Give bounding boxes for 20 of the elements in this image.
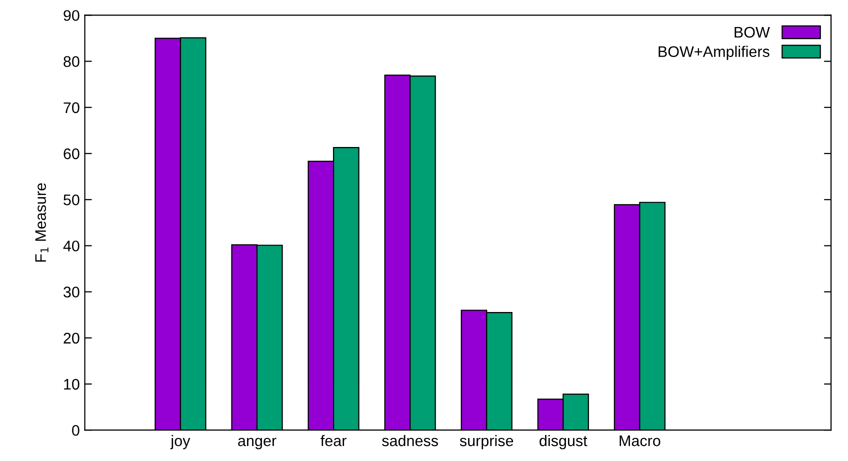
x-tick-label: surprise [460,434,514,450]
y-tick-label: 80 [64,56,80,67]
y-tick-label: 10 [64,378,80,390]
y-tick-label: 70 [64,102,80,114]
y-tick-label: 20 [64,332,80,344]
x-tick-label: sadness [382,434,438,446]
y-tick-label: 0 [72,424,80,436]
y-axis-title: F$_{1}$ Measure [35,183,48,262]
x-tick-label: fear [320,434,346,446]
x-tick-label: anger [238,438,276,450]
x-tick-label: joy [170,434,190,450]
y-tick-label: 90 [64,10,80,21]
legend-label: BOW [734,26,770,38]
y-tick-label: 60 [64,148,80,160]
legend-label: BOW+Amplifiers [658,46,770,60]
x-tick-label: disgust [540,434,588,450]
y-tick-label: 50 [64,194,80,206]
x-tick-label: Macro [620,436,660,446]
y-tick-label: 30 [64,286,80,298]
y-tick-label: 40 [63,240,80,252]
